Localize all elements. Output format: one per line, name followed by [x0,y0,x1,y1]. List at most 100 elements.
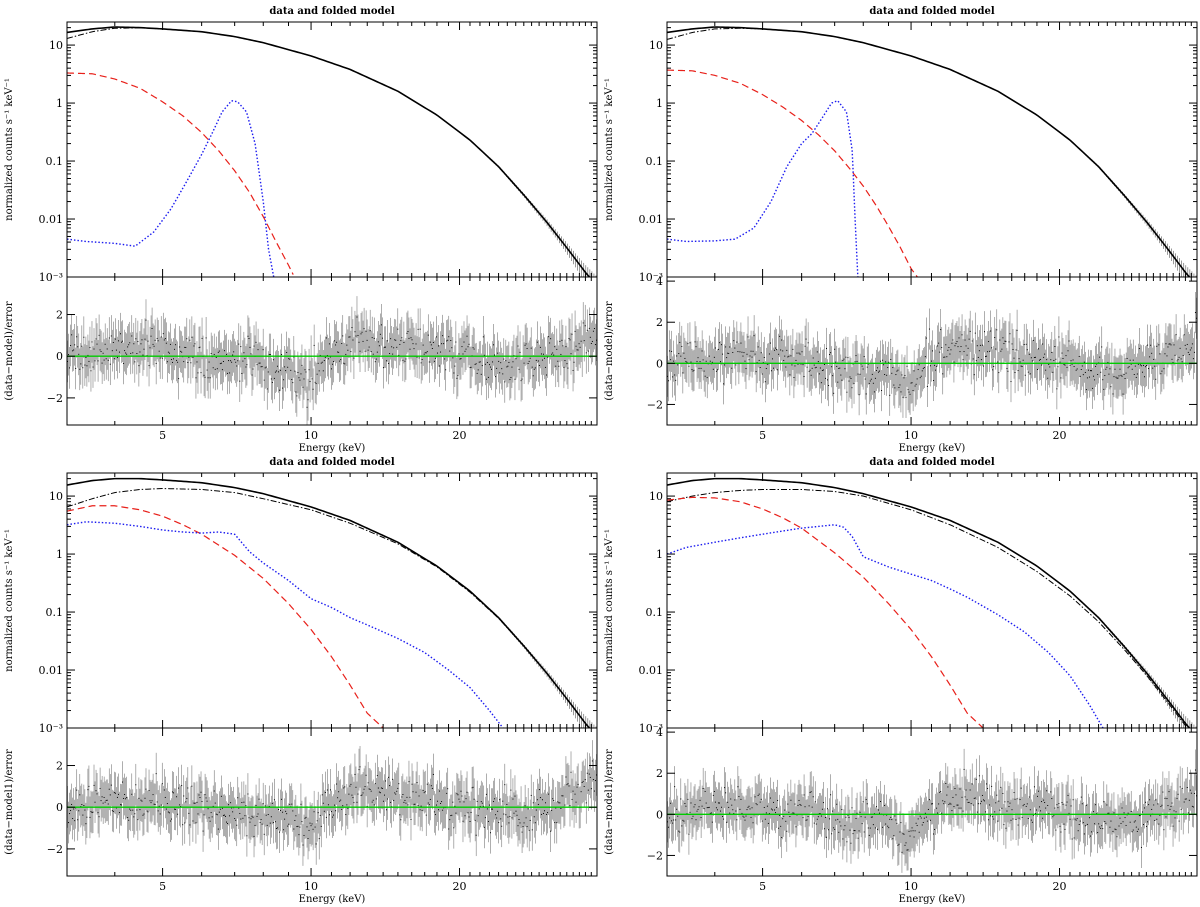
residual-point [378,345,380,347]
residual-point [822,369,824,371]
residual-point [182,824,184,826]
residual-point [207,377,209,379]
residual-point [943,356,945,358]
residual-point [238,807,240,809]
residual-point [123,797,125,799]
residual-point [132,809,134,811]
residual-point [592,330,594,332]
residual-point [859,373,861,375]
residual-point [411,783,413,785]
residual-point [396,790,398,792]
residual-point [509,816,511,818]
residual-point [472,786,474,788]
residual-point [940,329,942,331]
residual-point [794,365,796,367]
residual-point [135,784,137,786]
residual-point [219,363,221,365]
residual-point [944,356,946,358]
residual-point [274,821,276,823]
residual-point [74,820,76,822]
residual-point [539,797,541,799]
residual-point [559,802,561,804]
residual-point [123,362,125,364]
residual-point [700,816,702,818]
y-tick-label: 1 [56,548,63,561]
residual-point [408,781,410,783]
residual-point [227,823,229,825]
residual-point [118,351,120,353]
y-tick-label: 10 [49,490,63,503]
residual-point [82,814,84,816]
residual-point [848,380,850,382]
residual-point [93,784,95,786]
residual-point [691,818,693,820]
residual-point [327,358,329,360]
x-axis-label: Energy (keV) [899,443,966,454]
residual-point [728,352,730,354]
residual-point [212,367,214,369]
residual-point [668,380,670,382]
residual-point [990,330,992,332]
residual-point [903,377,905,379]
residual-point [445,369,447,371]
residual-point [669,817,671,819]
residual-point [170,818,172,820]
residual-point [320,362,322,364]
residual-point [487,820,489,822]
residual-point [256,364,258,366]
series-main-component [67,27,590,277]
residual-point [92,811,94,813]
residual-point [1181,361,1183,363]
residual-point [441,801,443,803]
residual-point [452,801,454,803]
residual-point [223,350,225,352]
residual-point [353,802,355,804]
residual-point [842,360,844,362]
residual-point [400,340,402,342]
residual-point [689,342,691,344]
x-tick-label: 5 [759,429,766,442]
residual-point [273,799,275,801]
residual-point [434,814,436,816]
residual-point [296,395,298,397]
residual-point [334,340,336,342]
residual-point [315,383,317,385]
residual-point [536,799,538,801]
residual-point [590,788,592,790]
residual-point [531,829,533,831]
residual-point [1004,340,1006,342]
residual-point [408,337,410,339]
residual-point [997,361,999,363]
residual-point [916,378,918,380]
residual-point [911,382,913,384]
residual-point [560,808,562,810]
residual-point [438,345,440,347]
residual-point [570,353,572,355]
residual-point [307,838,309,840]
residual-point [286,813,288,815]
residual-point [867,363,869,365]
residual-point [779,335,781,337]
residual-point [1146,365,1148,367]
residual-point [765,367,767,369]
residual-point [780,349,782,351]
residual-point [89,347,91,349]
residual-point [152,343,154,345]
residual-point [1118,375,1120,377]
residual-point [341,343,343,345]
residual-point [514,378,516,380]
residual-point [714,347,716,349]
residual-point [88,360,90,362]
residual-point [594,344,596,346]
residual-point [416,782,418,784]
residual-point [260,366,262,368]
residual-point [337,797,339,799]
residual-point [187,787,189,789]
res-y-tick-label: −2 [47,392,63,405]
res-y-tick-label: −2 [647,398,663,411]
residual-point [80,363,82,365]
residual-point [1062,358,1064,360]
residual-point [70,810,72,812]
residual-point [1022,359,1024,361]
residual-point [702,359,704,361]
